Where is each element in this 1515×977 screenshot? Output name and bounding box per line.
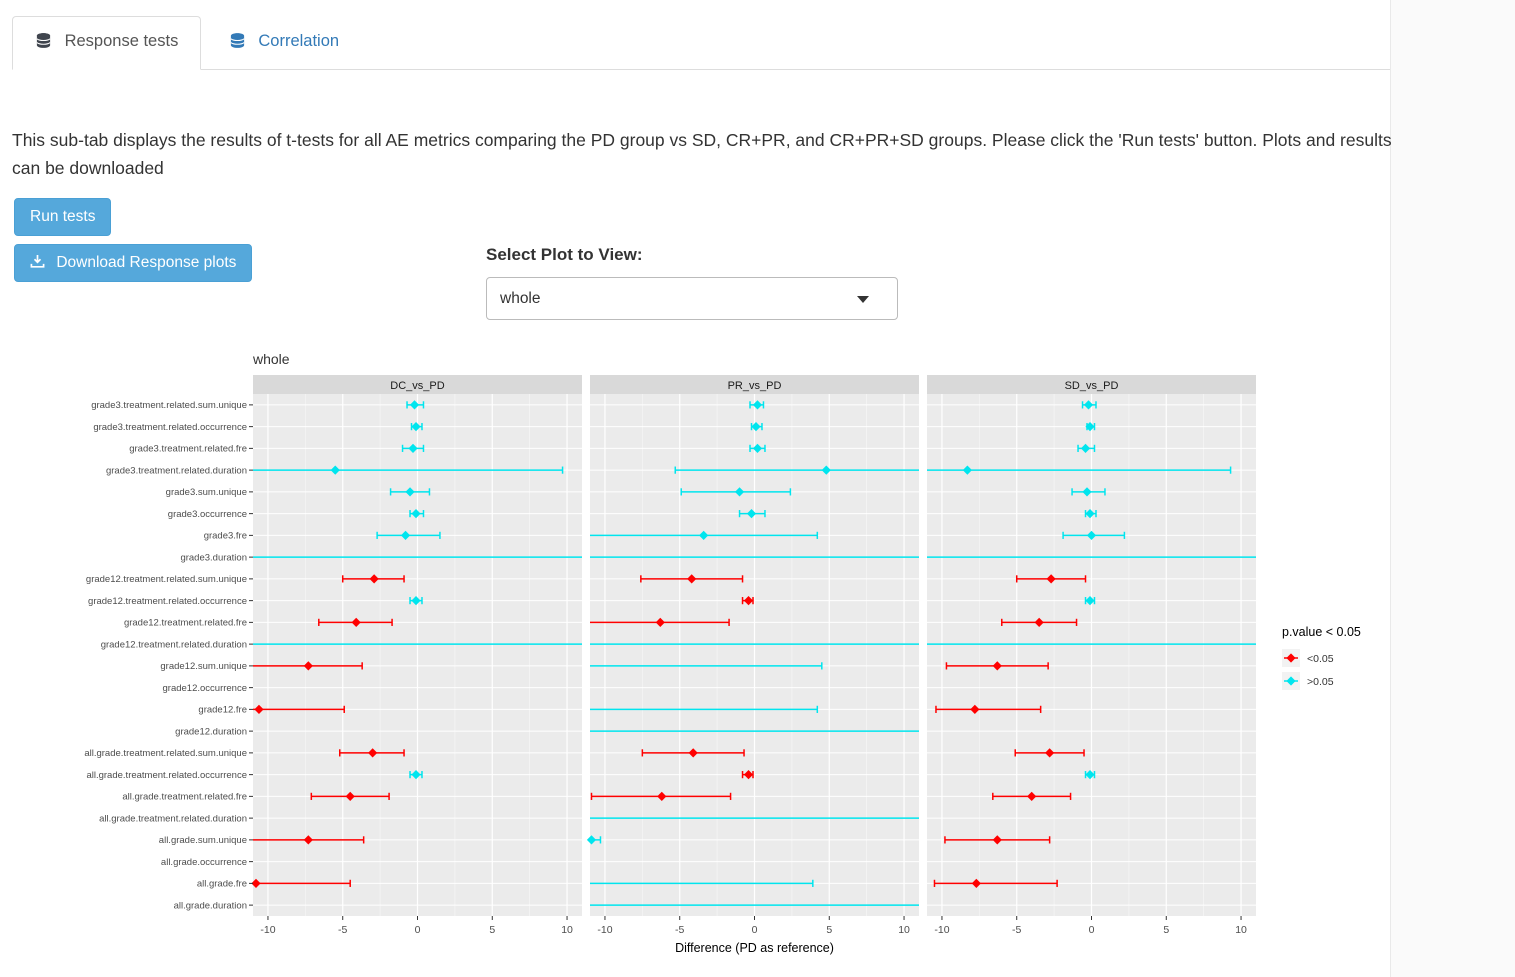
database-icon	[35, 32, 57, 50]
svg-text:grade3.treatment.related.durat: grade3.treatment.related.duration	[106, 465, 247, 476]
svg-text:PR_vs_PD: PR_vs_PD	[728, 380, 782, 392]
svg-text:10: 10	[898, 924, 910, 936]
right-margin-strip	[1390, 0, 1515, 977]
svg-text:-10: -10	[597, 924, 612, 936]
svg-text:grade12.treatment.related.fre: grade12.treatment.related.fre	[124, 618, 247, 629]
svg-text:<0.05: <0.05	[1307, 653, 1334, 665]
svg-text:DC_vs_PD: DC_vs_PD	[390, 380, 444, 392]
svg-text:grade3.treatment.related.occur: grade3.treatment.related.occurrence	[93, 422, 247, 433]
svg-text:0: 0	[1089, 924, 1095, 936]
svg-text:grade12.treatment.related.dura: grade12.treatment.related.duration	[101, 639, 247, 650]
tab-response-tests-label: Response tests	[64, 32, 179, 50]
svg-text:grade12.occurrence: grade12.occurrence	[163, 683, 248, 694]
tab-correlation[interactable]: Correlation	[206, 16, 362, 70]
forest-plot-svg: whole DC_vs_PD -10 -5 0 5 10 PR_vs_PD -10 -5 0 5 10 S…	[84, 351, 1361, 955]
svg-text:all.grade.occurrence: all.grade.occurrence	[161, 857, 247, 868]
download-icon	[30, 254, 49, 271]
svg-text:grade12.fre: grade12.fre	[198, 705, 247, 716]
svg-text:-5: -5	[338, 924, 347, 936]
svg-text:grade3.duration: grade3.duration	[180, 552, 247, 563]
svg-text:10: 10	[1235, 924, 1247, 936]
svg-text:grade12.sum.unique: grade12.sum.unique	[160, 661, 247, 672]
chevron-down-icon	[857, 296, 869, 303]
svg-text:grade12.treatment.related.occu: grade12.treatment.related.occurrence	[88, 596, 247, 607]
svg-text:all.grade.treatment.related.fr: all.grade.treatment.related.fre	[122, 792, 247, 803]
svg-text:grade3.treatment.related.fre: grade3.treatment.related.fre	[129, 444, 247, 455]
svg-text:p.value < 0.05: p.value < 0.05	[1282, 625, 1361, 639]
svg-text:Difference (PD as reference): Difference (PD as reference)	[675, 941, 834, 955]
svg-text:grade3.treatment.related.sum.u: grade3.treatment.related.sum.unique	[91, 400, 247, 411]
svg-text:grade3.fre: grade3.fre	[204, 531, 247, 542]
select-plot-label: Select Plot to View:	[486, 245, 643, 264]
svg-text:-10: -10	[260, 924, 275, 936]
svg-text:grade3.occurrence: grade3.occurrence	[168, 509, 247, 520]
svg-text:-10: -10	[934, 924, 949, 936]
svg-text:whole: whole	[252, 351, 290, 367]
svg-text:10: 10	[561, 924, 573, 936]
svg-text:5: 5	[489, 924, 495, 936]
svg-text:-5: -5	[1012, 924, 1021, 936]
svg-text:grade12.treatment.related.sum.: grade12.treatment.related.sum.unique	[86, 574, 247, 585]
svg-text:grade3.sum.unique: grade3.sum.unique	[166, 487, 247, 498]
svg-text:SD_vs_PD: SD_vs_PD	[1065, 380, 1119, 392]
tab-response-tests[interactable]: Response tests	[12, 16, 202, 70]
plot-select-dropdown[interactable]: whole	[486, 277, 898, 320]
tab-correlation-label: Correlation	[258, 32, 340, 50]
dropdown-selected-value: whole	[500, 290, 541, 307]
svg-text:0: 0	[752, 924, 758, 936]
svg-text:5: 5	[1163, 924, 1169, 936]
svg-text:all.grade.duration: all.grade.duration	[174, 900, 247, 911]
svg-text:-5: -5	[675, 924, 684, 936]
svg-text:all.grade.fre: all.grade.fre	[197, 879, 247, 890]
svg-text:all.grade.treatment.related.oc: all.grade.treatment.related.occurrence	[86, 770, 247, 781]
tab-bar: Response tests Correlation	[12, 16, 1390, 70]
svg-text:5: 5	[826, 924, 832, 936]
svg-text:grade12.duration: grade12.duration	[175, 726, 247, 737]
svg-text:0: 0	[415, 924, 421, 936]
run-tests-button[interactable]: Run tests	[14, 198, 112, 236]
download-response-plots-button[interactable]: Download Response plots	[14, 244, 253, 282]
svg-text:>0.05: >0.05	[1307, 676, 1334, 688]
forest-plot: whole DC_vs_PD -10 -5 0 5 10 PR_vs_PD -10 -5 0 5 10 S…	[20, 348, 1395, 973]
svg-text:all.grade.sum.unique: all.grade.sum.unique	[159, 835, 247, 846]
description-text: This sub-tab displays the results of t-t…	[12, 130, 1392, 178]
download-button-label: Download Response plots	[56, 254, 237, 271]
svg-text:all.grade.treatment.related.su: all.grade.treatment.related.sum.unique	[84, 748, 247, 759]
svg-text:all.grade.treatment.related.du: all.grade.treatment.related.duration	[99, 813, 247, 824]
database-icon	[229, 32, 251, 50]
